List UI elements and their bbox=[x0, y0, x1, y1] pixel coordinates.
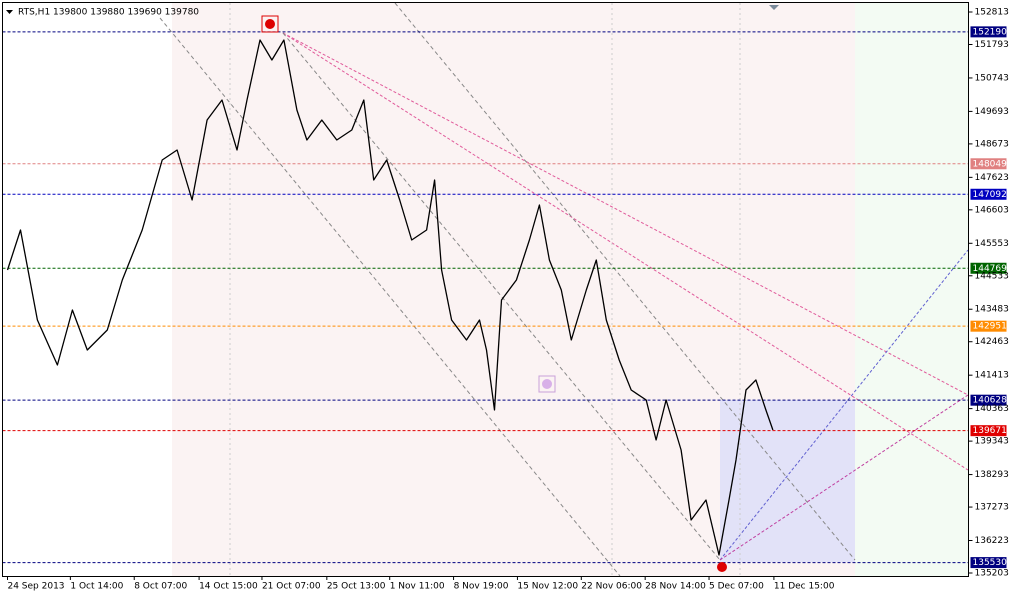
marker bbox=[542, 379, 552, 389]
x-tick-label: 22 Nov 06:00 bbox=[581, 582, 642, 592]
level-label: 140628 bbox=[973, 396, 1008, 406]
y-tick-label: 151793 bbox=[975, 40, 1009, 50]
trendlines bbox=[159, 2, 969, 577]
channel-line bbox=[159, 17, 621, 577]
y-tick-label: 152813 bbox=[975, 8, 1009, 18]
plot-border bbox=[2, 2, 969, 577]
y-tick-label: 147623 bbox=[975, 173, 1009, 183]
y-tick-label: 144533 bbox=[975, 271, 1009, 281]
x-tick-label: 25 Oct 13:00 bbox=[327, 582, 386, 592]
marker-box bbox=[261, 15, 279, 33]
level-label-box bbox=[970, 158, 1007, 170]
shade-box bbox=[720, 400, 855, 562]
trendline bbox=[282, 32, 969, 471]
marker bbox=[265, 19, 275, 29]
level-label: 142951 bbox=[973, 322, 1007, 332]
y-tick-label: 139343 bbox=[975, 437, 1009, 447]
level-label: 135530 bbox=[973, 558, 1008, 568]
trendline bbox=[282, 32, 969, 396]
levels: 152190 148049 147092 144769 142951 140628 1396… bbox=[2, 26, 1008, 569]
y-tick-label: 146603 bbox=[975, 205, 1009, 215]
level-label-box bbox=[970, 262, 1007, 274]
marker-box bbox=[538, 375, 556, 393]
level-label: 144769 bbox=[973, 264, 1008, 274]
level-label-box bbox=[970, 320, 1007, 332]
y-tick-label: 149693 bbox=[975, 107, 1009, 117]
y-tick-label: 136223 bbox=[975, 536, 1009, 546]
x-tick-label: 5 Dec 07:00 bbox=[709, 582, 764, 592]
level-label: 152190 bbox=[973, 27, 1008, 37]
x-tick-label: 11 Dec 15:00 bbox=[774, 582, 835, 592]
y-tick-label: 143483 bbox=[975, 305, 1009, 315]
menu-arrow[interactable] bbox=[6, 10, 13, 14]
level-label-box bbox=[970, 425, 1007, 437]
y-tick-label: 145553 bbox=[975, 239, 1009, 249]
x-tick-label: 15 Nov 12:00 bbox=[517, 582, 578, 592]
level-label-box bbox=[970, 394, 1007, 406]
marker bbox=[717, 562, 727, 572]
level-label: 148049 bbox=[973, 159, 1008, 169]
y-tick-label: 142463 bbox=[975, 337, 1009, 347]
x-tick-label: 28 Nov 14:00 bbox=[645, 582, 706, 592]
y-tick-label: 137273 bbox=[975, 503, 1009, 513]
level-label: 147092 bbox=[973, 190, 1007, 200]
x-tick-label: 8 Nov 19:00 bbox=[454, 582, 509, 592]
price-line bbox=[6, 39, 774, 556]
y-tick-label: 150743 bbox=[975, 73, 1009, 83]
axes: 152813 151793 150743 149693 148673 147623 1466… bbox=[6, 8, 1009, 592]
level-label: 139671 bbox=[973, 426, 1007, 436]
trendline bbox=[719, 249, 969, 561]
channel-line bbox=[394, 2, 856, 561]
scroll-arrow[interactable] bbox=[769, 5, 779, 10]
y-tick-label: 140363 bbox=[975, 404, 1009, 414]
x-tick-label: 14 Oct 15:00 bbox=[199, 582, 258, 592]
plot bbox=[6, 39, 774, 556]
x-tick-label: 24 Sep 2013 bbox=[7, 582, 64, 592]
y-tick-label: 141413 bbox=[975, 371, 1009, 381]
x-tick-label: 21 Oct 07:00 bbox=[262, 582, 321, 592]
x-tick-label: 1 Oct 14:00 bbox=[70, 582, 123, 592]
shade-region bbox=[855, 3, 968, 576]
y-tick-label: 135203 bbox=[975, 569, 1009, 579]
level-label-box bbox=[970, 188, 1007, 200]
chart-title: RTS,H1 139800 139880 139690 139780 bbox=[18, 8, 199, 18]
y-tick-label: 138293 bbox=[975, 470, 1009, 480]
level-label-box bbox=[970, 557, 1007, 569]
y-tick-label: 148673 bbox=[975, 139, 1009, 149]
level-label-box bbox=[970, 26, 1007, 38]
x-tick-label: 8 Oct 07:00 bbox=[134, 582, 187, 592]
x-tick-label: 1 Nov 11:00 bbox=[390, 582, 445, 592]
